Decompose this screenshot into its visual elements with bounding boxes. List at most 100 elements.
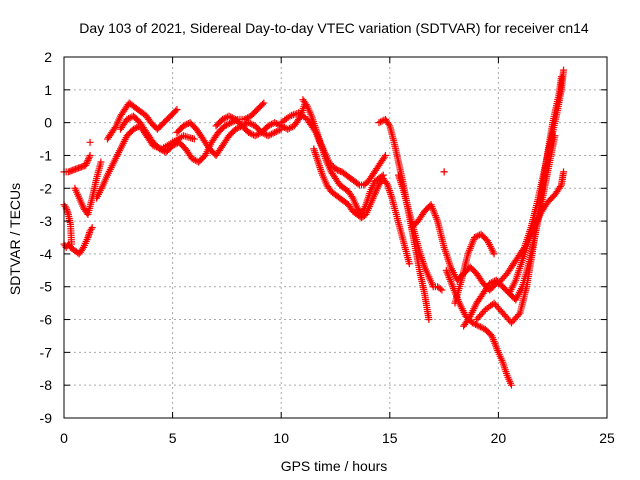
data-point — [221, 122, 229, 130]
data-point — [219, 115, 227, 123]
data-point — [245, 128, 253, 136]
y-tick-label: 1 — [44, 82, 52, 98]
data-point — [348, 192, 356, 200]
data-point — [179, 122, 187, 130]
x-tick-label: 20 — [491, 430, 507, 446]
data-point — [284, 125, 292, 133]
data-point — [465, 314, 473, 322]
data-point — [254, 130, 262, 138]
data-point — [246, 119, 254, 127]
data-point — [233, 124, 241, 132]
grid — [64, 57, 607, 418]
data-point — [354, 180, 362, 188]
data-point — [385, 120, 393, 128]
data-point — [88, 224, 96, 232]
data-point — [97, 158, 105, 166]
data-point — [157, 146, 165, 154]
data-point — [490, 250, 498, 258]
data-point — [274, 127, 282, 135]
data-point — [248, 130, 256, 138]
data-point — [251, 132, 259, 140]
y-tick-label: -6 — [40, 312, 53, 328]
data-point — [480, 307, 488, 315]
x-axis-label: GPS time / hours — [281, 458, 388, 474]
data-point — [515, 311, 523, 319]
data-point — [259, 100, 267, 108]
data-point — [173, 106, 181, 114]
y-tick-label: -8 — [40, 377, 53, 393]
data-point — [68, 240, 76, 248]
data-point — [245, 119, 253, 127]
x-tick-label: 15 — [382, 430, 398, 446]
data-point — [302, 101, 310, 109]
data-point — [188, 155, 196, 163]
data-point — [82, 161, 90, 169]
x-tick-label: 5 — [169, 430, 177, 446]
data-point — [78, 245, 86, 253]
x-tick-label: 25 — [599, 430, 615, 446]
data-point — [83, 158, 91, 166]
data-point — [436, 285, 444, 293]
data-point — [190, 156, 198, 164]
data-point — [272, 119, 280, 127]
data-point — [131, 124, 139, 132]
data-point — [438, 286, 446, 294]
data-point — [232, 125, 240, 133]
data-point — [130, 125, 138, 133]
data-point — [86, 138, 94, 146]
data-point — [123, 115, 131, 123]
data-point — [169, 142, 177, 150]
data-point — [190, 135, 198, 143]
data-point — [285, 124, 293, 132]
data-point — [375, 119, 383, 127]
data-point — [228, 114, 236, 122]
data-point — [560, 66, 568, 74]
data-point — [181, 121, 189, 129]
data-point — [222, 114, 230, 122]
y-tick-label: 2 — [44, 49, 52, 65]
y-tick-label: -3 — [40, 213, 53, 229]
plot-frame — [63, 56, 608, 419]
data-point — [519, 245, 527, 253]
data-point — [266, 131, 274, 139]
y-tick-label: -4 — [40, 246, 53, 262]
data-point — [470, 320, 478, 328]
data-point — [380, 153, 388, 161]
data-point — [271, 128, 279, 136]
data-point — [267, 130, 275, 138]
data-point — [246, 129, 254, 137]
data-point — [85, 155, 93, 163]
y-tick-label: -5 — [40, 279, 53, 295]
data-point — [222, 121, 230, 129]
data-point — [287, 124, 295, 132]
y-tick-label: -9 — [40, 410, 53, 426]
data-point — [225, 112, 233, 120]
x-tick-label: 10 — [273, 430, 289, 446]
data-point — [487, 279, 495, 287]
data-point — [170, 141, 178, 149]
data-point — [248, 120, 256, 128]
data-point — [87, 225, 95, 233]
data-point — [267, 120, 275, 128]
data-point — [264, 122, 272, 130]
data-point — [405, 260, 413, 268]
data-point — [377, 118, 385, 126]
data-point — [274, 120, 282, 128]
y-tick-label: -1 — [40, 147, 53, 163]
data-point — [271, 119, 279, 127]
y-tick-label: -7 — [40, 344, 53, 360]
data-point — [556, 183, 564, 191]
data-point — [264, 132, 272, 140]
data-point — [269, 129, 277, 137]
data-point — [475, 322, 483, 330]
data-point — [471, 234, 479, 241]
data-point — [220, 115, 228, 123]
data-point — [560, 168, 568, 176]
data-point — [472, 233, 480, 241]
data-point — [156, 145, 164, 153]
data-point — [476, 323, 484, 331]
data-point — [280, 124, 288, 132]
data-point — [61, 202, 69, 210]
data-point — [478, 324, 486, 332]
